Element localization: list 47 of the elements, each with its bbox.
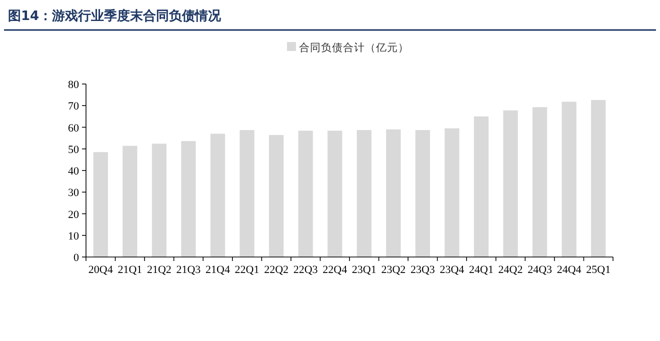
bar	[122, 146, 138, 257]
x-tick-label: 22Q4	[322, 264, 348, 276]
bar	[562, 102, 576, 257]
y-tick-label: 60	[68, 122, 80, 134]
legend-label: 合同负债合计（亿元）	[299, 41, 409, 54]
y-tick-label: 70	[68, 100, 80, 113]
bar	[415, 130, 430, 257]
chart-title: 图14：游戏行业季度末合同负债情况	[8, 8, 222, 24]
bar	[328, 130, 342, 257]
x-tick-label: 24Q4	[556, 264, 582, 276]
x-tick-label: 24Q3	[528, 264, 553, 276]
x-tick-label: 24Q1	[469, 264, 494, 276]
x-tick-label: 20Q4	[88, 264, 114, 276]
bar	[210, 134, 226, 257]
x-tick-label: 21Q2	[146, 264, 172, 276]
y-tick-label: 10	[68, 230, 80, 242]
x-tick-label: 23Q4	[440, 264, 465, 276]
bar	[474, 116, 489, 257]
x-tick-label: 21Q4	[206, 264, 230, 276]
x-tick-label: 24Q2	[498, 264, 523, 276]
bar	[268, 135, 284, 257]
bar	[532, 107, 548, 257]
x-tick-label: 22Q2	[264, 264, 289, 276]
bar	[93, 152, 108, 257]
bar	[356, 130, 372, 257]
y-tick-label: 40	[68, 166, 80, 178]
bar	[386, 129, 401, 257]
bar	[298, 130, 313, 257]
y-tick-label: 30	[68, 187, 80, 200]
bar	[240, 130, 254, 257]
y-tick-label: 80	[68, 79, 80, 91]
x-tick-label: 23Q1	[352, 264, 376, 276]
x-tick-label: 21Q1	[118, 264, 142, 276]
x-tick-label: 23Q2	[381, 264, 406, 276]
bar	[444, 128, 460, 257]
y-tick-label: 50	[68, 144, 80, 156]
x-tick-label: 25Q1	[586, 264, 611, 276]
x-tick-label: 22Q3	[293, 264, 318, 276]
bar	[591, 100, 606, 257]
bar	[152, 144, 167, 257]
x-tick-label: 22Q1	[234, 264, 260, 276]
bar	[503, 110, 518, 257]
x-tick-label: 23Q3	[410, 264, 436, 276]
x-tick-label: 21Q3	[176, 264, 202, 276]
y-tick-label: 20	[68, 208, 80, 221]
y-tick-label: 0	[74, 252, 80, 264]
bar	[181, 141, 196, 257]
